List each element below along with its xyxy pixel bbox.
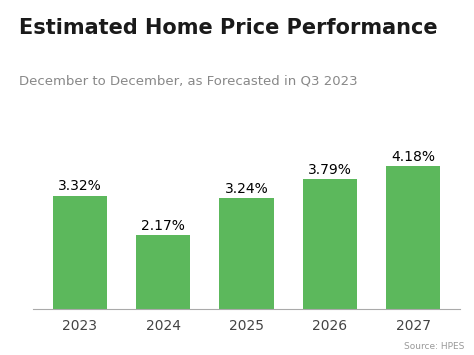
Bar bbox=[303, 180, 357, 309]
Bar bbox=[386, 166, 440, 309]
Bar bbox=[53, 196, 107, 309]
Text: Source: HPES: Source: HPES bbox=[404, 343, 465, 351]
Text: 3.32%: 3.32% bbox=[58, 180, 101, 193]
Text: December to December, as Forecasted in Q3 2023: December to December, as Forecasted in Q… bbox=[19, 75, 357, 88]
Text: 3.24%: 3.24% bbox=[225, 182, 268, 196]
Text: 4.18%: 4.18% bbox=[391, 150, 435, 164]
Text: Estimated Home Price Performance: Estimated Home Price Performance bbox=[19, 18, 438, 38]
Text: 2.17%: 2.17% bbox=[141, 219, 185, 233]
Bar bbox=[136, 235, 190, 309]
Bar bbox=[219, 198, 273, 309]
Text: 3.79%: 3.79% bbox=[308, 163, 352, 178]
